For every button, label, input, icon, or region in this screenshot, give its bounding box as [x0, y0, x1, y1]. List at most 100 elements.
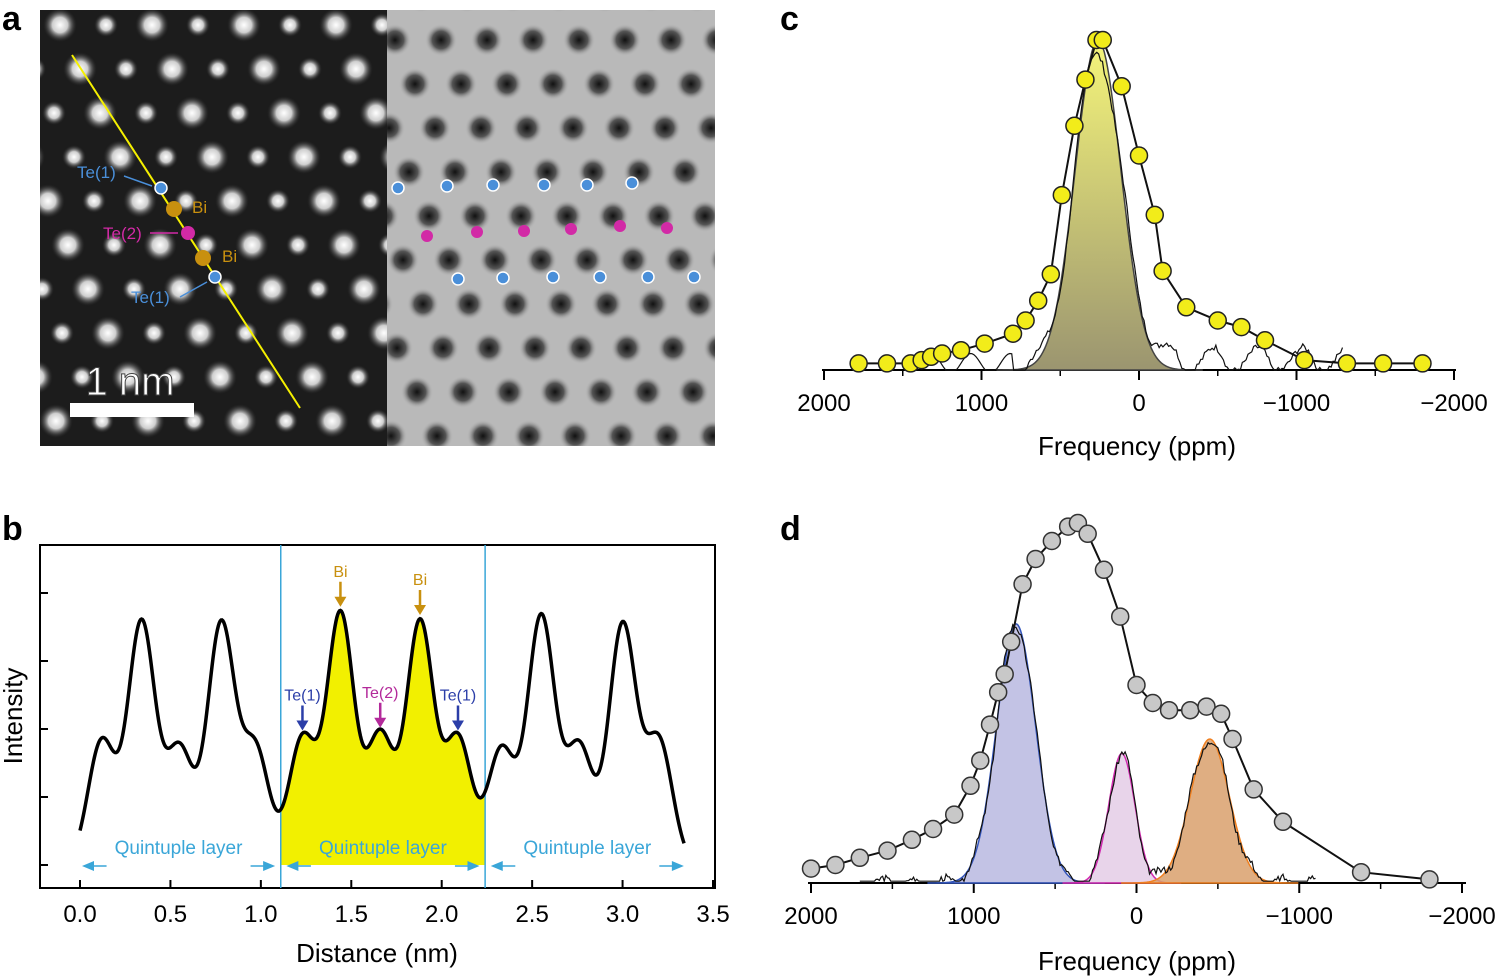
d-data-point — [1110, 607, 1130, 626]
b-intensity-curve — [78, 608, 686, 844]
d-data-point — [850, 848, 870, 868]
hole-spot — [651, 420, 683, 446]
atom-spot — [366, 409, 387, 433]
atom-spot — [40, 58, 46, 80]
d-data-point — [1026, 549, 1045, 569]
d-data-point — [1211, 704, 1231, 724]
atom-spot — [315, 404, 349, 438]
hole-spot — [583, 68, 615, 100]
hole-spot — [511, 112, 543, 144]
label-te2: Te(2) — [103, 224, 142, 243]
hole-spot — [605, 420, 637, 446]
atom-spot — [71, 272, 105, 306]
hole-spot — [387, 244, 419, 276]
atom-spot — [234, 321, 258, 345]
hole-spot — [505, 10, 521, 12]
hole-spot — [519, 332, 551, 364]
atom-spot — [359, 96, 387, 130]
hole-spot — [387, 332, 413, 364]
atom-bi-bottom — [195, 250, 211, 266]
te2-marker — [614, 220, 626, 232]
hole-spot — [721, 68, 753, 100]
atom-spot — [163, 272, 197, 306]
b-peak-label: Bi — [333, 564, 347, 581]
stem-atom-lattice — [10, 10, 387, 482]
atom-spot — [40, 184, 65, 218]
hole-spot — [491, 68, 523, 100]
d-data-point — [826, 855, 845, 875]
te1-marker — [593, 270, 607, 284]
hole-spot — [695, 112, 715, 144]
atom-spot — [50, 321, 74, 345]
hole-spot — [669, 156, 701, 188]
atom-spot — [134, 101, 158, 125]
atom-spot — [235, 228, 269, 262]
label-te1-top: Te(1) — [77, 163, 116, 182]
atom-spot — [40, 360, 53, 394]
d-data-point — [1094, 560, 1114, 580]
atom-spot — [123, 184, 157, 218]
atom-spot — [18, 453, 42, 477]
atom-spot — [338, 145, 362, 169]
atom-spot — [40, 404, 73, 438]
hole-spot — [427, 332, 459, 364]
hole-spot — [591, 288, 623, 320]
b-layer-arrowhead — [263, 861, 276, 871]
b-x-tick-label: 2.0 — [425, 901, 458, 928]
d-fit-component — [1121, 738, 1299, 884]
hole-spot — [393, 156, 425, 188]
atom-spot — [82, 189, 106, 213]
hole-spot — [611, 332, 643, 364]
d-data-point — [1180, 700, 1200, 720]
atom-spot — [62, 145, 86, 169]
c-x-tick-label: −2000 — [1420, 390, 1487, 417]
c-data-point — [1177, 298, 1196, 317]
atom-spot — [347, 272, 381, 306]
c-data-point — [951, 340, 971, 360]
atom-spot — [255, 272, 289, 306]
atom-spot — [162, 365, 186, 389]
hole-spot — [539, 376, 571, 408]
c-data-point — [1076, 70, 1095, 89]
d-fit-component — [1062, 752, 1182, 884]
atom-spot — [327, 228, 361, 262]
d-data-point — [878, 841, 897, 860]
atom-spot — [215, 184, 249, 218]
c-x-tick-label: −1000 — [1263, 390, 1330, 417]
atom-spot — [114, 57, 138, 81]
c-data-point — [1295, 350, 1314, 370]
d-data-point — [1273, 812, 1293, 832]
c-data-point — [1041, 265, 1061, 284]
atom-spot — [186, 13, 210, 37]
atom-spot — [70, 365, 94, 389]
hole-spot — [597, 10, 613, 12]
d-data-point — [1042, 531, 1062, 551]
d-data-point — [1001, 632, 1021, 652]
atom-spot — [151, 448, 185, 482]
atom-spot — [51, 228, 85, 262]
b-x-tick-label: 2.5 — [515, 901, 548, 928]
d-data-point — [1159, 700, 1179, 720]
hole-spot — [675, 68, 707, 100]
atom-spot — [306, 277, 330, 301]
atom-spot — [379, 142, 387, 172]
c-data-point — [1232, 317, 1251, 337]
d-data-point — [1127, 675, 1146, 695]
hole-spot — [479, 244, 511, 276]
panel-c-nmr-spectrum: 2000 1000 0 −1000 −2000 Frequency (ppm) — [797, 30, 1488, 461]
atom-spot — [10, 233, 34, 257]
hole-spot — [545, 288, 577, 320]
d-data-point — [1143, 693, 1163, 713]
d-x-tick-label: 2000 — [784, 903, 837, 930]
hole-spot — [677, 376, 709, 408]
atom-spot — [42, 101, 66, 125]
atom-spot — [318, 101, 342, 125]
hole-spot — [499, 288, 531, 320]
b-x-tick-label: 3.5 — [696, 901, 729, 928]
d-data-point — [971, 751, 990, 770]
d-data-point — [902, 830, 922, 850]
hole-spot — [401, 376, 433, 408]
hole-spot — [407, 288, 439, 320]
atom-te2 — [181, 226, 195, 240]
